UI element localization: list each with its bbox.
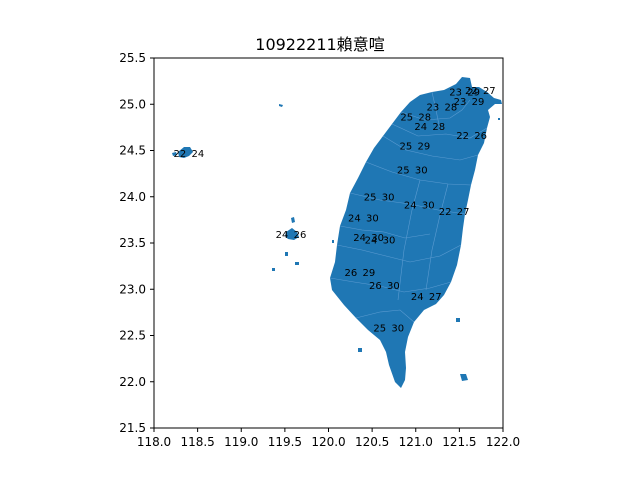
high-temp-label: 26 (294, 230, 307, 241)
low-temp-label: 24 (348, 214, 361, 225)
high-temp-label: 28 (432, 122, 445, 133)
temperature-label: 24 28 (414, 122, 445, 133)
orchid-island (460, 374, 468, 381)
temperature-label: 26 30 (369, 281, 400, 292)
low-temp-label: 25 (400, 141, 413, 152)
y-tick-label: 22.5 (119, 329, 146, 343)
temperature-label: 23 28 (427, 103, 458, 114)
penghu-islet-north (291, 217, 295, 223)
high-temp-label: 24 (192, 149, 205, 160)
temperature-label: 24 30 (348, 214, 379, 225)
high-temp-label: 28 (418, 113, 431, 124)
temperature-label: 25 28 (400, 113, 431, 124)
low-temp-label: 24 (414, 122, 427, 133)
high-temp-label: 27 (457, 207, 470, 218)
temperature-label: 22 24 (174, 149, 205, 160)
high-temp-label: 29 (467, 88, 480, 99)
high-temp-label: 27 (483, 86, 496, 97)
high-temp-label: 30 (382, 192, 395, 203)
high-temp-label: 30 (391, 324, 404, 335)
county-borders (329, 91, 488, 323)
x-tick-label: 118.5 (180, 435, 214, 449)
x-tick-label: 121.0 (399, 435, 433, 449)
guishan-islet (498, 118, 500, 120)
green-island (456, 318, 460, 322)
low-temp-label: 25 (397, 165, 410, 176)
temperature-label: 23 29 (449, 88, 480, 99)
x-tick-label: 120.5 (355, 435, 389, 449)
low-temp-label: 22 (174, 149, 187, 160)
temperature-label: 24 30 (353, 233, 384, 244)
x-tick-label: 118.0 (137, 435, 171, 449)
high-temp-label: 29 (418, 141, 431, 152)
temperature-label: 24 26 (276, 230, 307, 241)
liuqiu-island (358, 348, 362, 352)
low-temp-label: 24 (411, 292, 424, 303)
wangan-islet (295, 262, 299, 265)
high-temp-label: 28 (445, 103, 458, 114)
x-tick-label: 119.0 (224, 435, 258, 449)
y-tick-label: 25.0 (119, 97, 146, 111)
y-tick-label: 25.5 (119, 51, 146, 65)
qimei-islet (272, 268, 275, 271)
temperature-label: 24 30 (404, 201, 435, 212)
high-temp-label: 30 (387, 281, 400, 292)
matsu-islet (279, 104, 283, 107)
temperature-label: 22 27 (465, 86, 496, 97)
temperature-label: 23 29 (454, 97, 485, 108)
map-title: 10922211賴意喧 (255, 35, 385, 54)
x-tick-label: 119.5 (268, 435, 302, 449)
high-temp-label: 29 (472, 97, 485, 108)
high-temp-label: 30 (371, 233, 384, 244)
x-tick-label: 120.0 (311, 435, 345, 449)
temperature-label: 25 30 (397, 165, 428, 176)
temperature-label: 25 30 (373, 324, 404, 335)
penghu-island (285, 228, 299, 240)
high-temp-label: 29 (363, 268, 376, 279)
high-temp-label: 30 (383, 236, 396, 247)
temperature-label: 26 29 (345, 268, 376, 279)
kinmen-islet (172, 152, 177, 156)
kinmen-island (178, 147, 193, 158)
penghu-islet-south (285, 252, 288, 256)
high-temp-label: 30 (422, 201, 435, 212)
low-temp-label: 22 (439, 207, 452, 218)
high-temp-label: 26 (474, 131, 487, 142)
y-tick-label: 21.5 (119, 421, 146, 435)
taiwan-main-island (330, 77, 502, 388)
temperature-label: 25 29 (400, 141, 431, 152)
y-tick-label: 23.5 (119, 236, 146, 250)
temperature-label: 25 30 (364, 192, 395, 203)
x-tick-label: 122.0 (486, 435, 520, 449)
low-temp-label: 24 (365, 236, 378, 247)
low-temp-label: 24 (353, 233, 366, 244)
high-temp-label: 30 (415, 165, 428, 176)
pengjia-islet (332, 240, 334, 243)
low-temp-label: 26 (345, 268, 358, 279)
x-tick-label: 121.5 (442, 435, 476, 449)
temperature-label: 24 30 (365, 236, 396, 247)
low-temp-label: 22 (465, 86, 478, 97)
high-temp-label: 27 (429, 292, 442, 303)
low-temp-label: 22 (456, 131, 469, 142)
temperature-label: 24 27 (411, 292, 442, 303)
y-tick-label: 22.0 (119, 375, 146, 389)
low-temp-label: 23 (427, 103, 440, 114)
y-tick-label: 23.0 (119, 282, 146, 296)
y-tick-label: 24.5 (119, 144, 146, 158)
low-temp-label: 26 (369, 281, 382, 292)
y-tick-label: 24.0 (119, 190, 146, 204)
offshore-islands (172, 104, 500, 381)
low-temp-label: 25 (400, 113, 413, 124)
low-temp-label: 23 (454, 97, 467, 108)
high-temp-label: 30 (366, 214, 379, 225)
low-temp-label: 25 (364, 192, 377, 203)
low-temp-label: 24 (404, 201, 417, 212)
low-temp-label: 23 (449, 88, 462, 99)
low-temp-label: 25 (373, 324, 386, 335)
temperature-label: 22 27 (439, 207, 470, 218)
low-temp-label: 24 (276, 230, 289, 241)
temperature-label: 22 26 (456, 131, 487, 142)
